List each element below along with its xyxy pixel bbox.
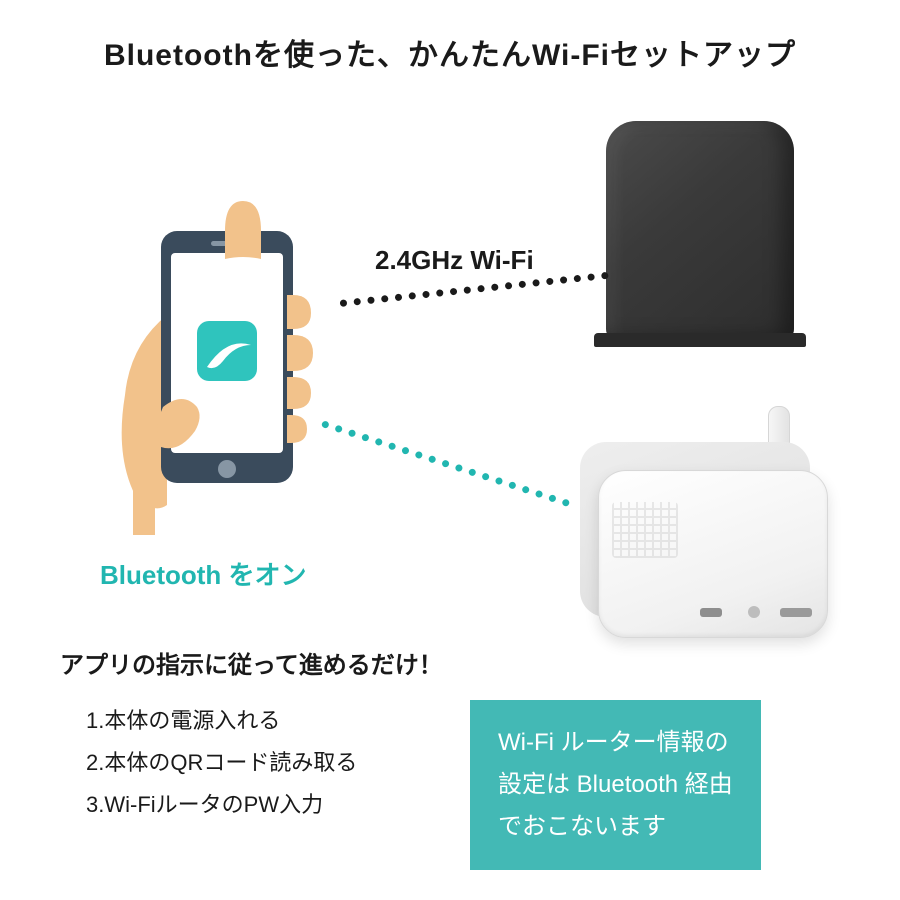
wifi-band-label: 2.4GHz Wi-Fi	[375, 245, 534, 276]
note-line-3: でおこないます	[498, 806, 733, 848]
step-2: 2.本体のQRコード読み取る	[86, 742, 357, 784]
instructions-steps: 1.本体の電源入れる 2.本体のQRコード読み取る 3.Wi-FiルータのPW入…	[86, 700, 357, 825]
page-title: Bluetoothを使った、かんたんWi-Fiセットアップ	[0, 30, 900, 74]
step-3: 3.Wi-FiルータのPW入力	[86, 784, 357, 826]
wifi-connection-dots	[340, 272, 609, 307]
hand-phone-illustration	[75, 195, 335, 535]
bluetooth-on-label: Bluetooth をオン	[100, 555, 307, 592]
info-note-box: Wi-Fi ルーター情報の 設定は Bluetooth 経由 でおこないます	[470, 700, 761, 870]
hub-device-illustration	[550, 410, 840, 640]
note-line-2: 設定は Bluetooth 経由	[498, 764, 733, 806]
note-line-1: Wi-Fi ルーター情報の	[498, 722, 733, 764]
wifi-router-illustration	[580, 115, 820, 355]
step-1: 1.本体の電源入れる	[86, 700, 357, 742]
bluetooth-connection-dots	[321, 420, 570, 507]
instructions-heading: アプリの指示に従って進めるだけ！	[60, 645, 443, 680]
